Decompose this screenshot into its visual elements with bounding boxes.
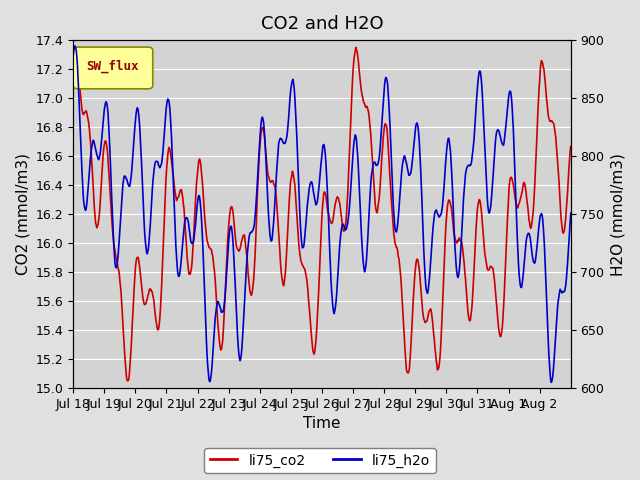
- Legend: li75_co2, li75_h2o: li75_co2, li75_h2o: [204, 448, 436, 473]
- Y-axis label: H2O (mmol/m3): H2O (mmol/m3): [610, 153, 625, 276]
- X-axis label: Time: Time: [303, 417, 340, 432]
- Title: CO2 and H2O: CO2 and H2O: [260, 15, 383, 33]
- FancyBboxPatch shape: [73, 47, 153, 89]
- Y-axis label: CO2 (mmol/m3): CO2 (mmol/m3): [15, 153, 30, 275]
- Text: SW_flux: SW_flux: [86, 60, 140, 73]
